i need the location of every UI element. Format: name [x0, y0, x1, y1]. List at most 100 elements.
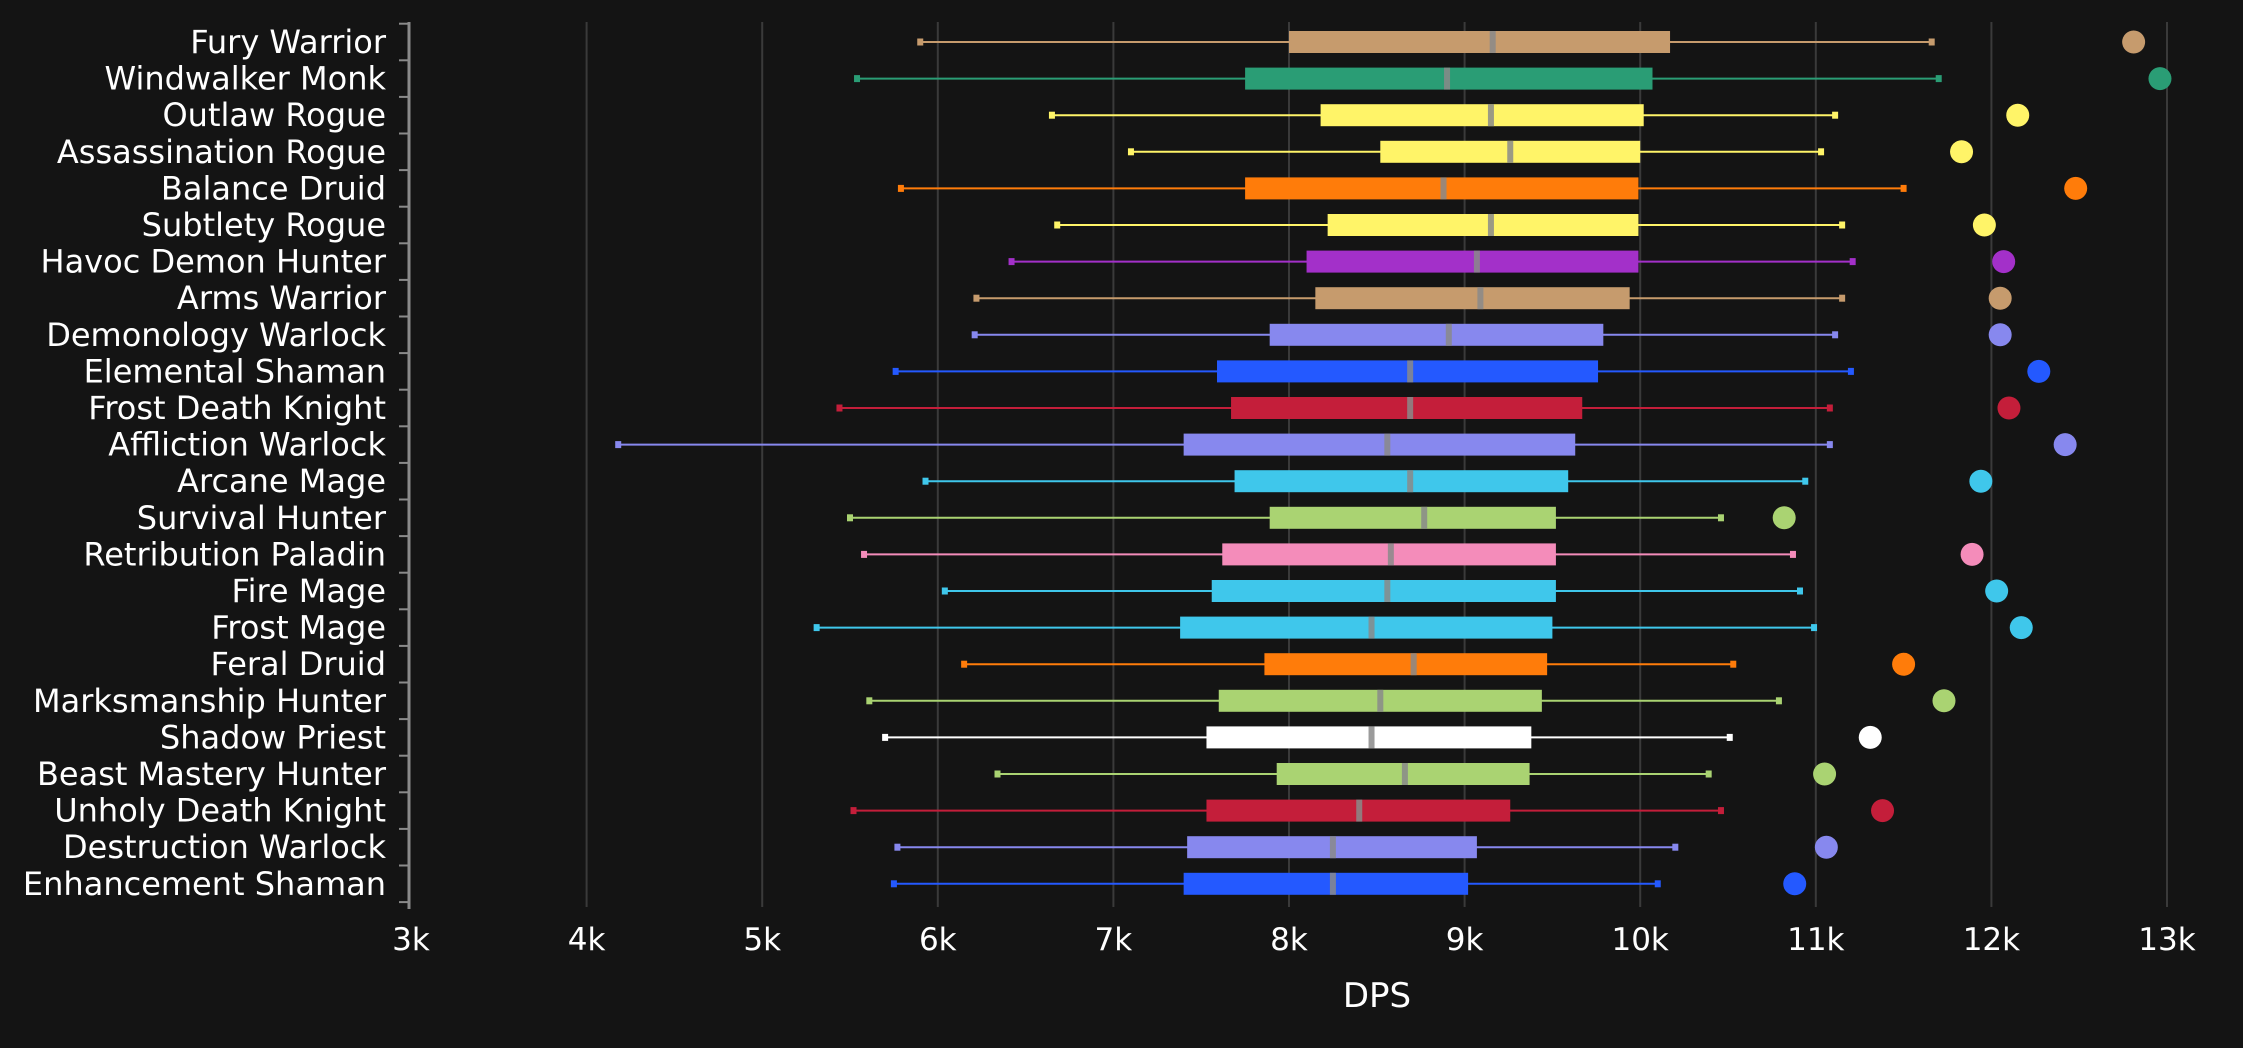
category-label: Fury Warrior	[190, 23, 387, 61]
whisker-max-cap	[1935, 75, 1942, 83]
whisker-max-cap	[1802, 477, 1809, 485]
outlier-point	[2009, 616, 2033, 640]
median-mark	[1421, 506, 1428, 529]
outlier-point	[1988, 286, 2012, 310]
whisker-max-cap	[1900, 184, 1907, 192]
outlier-point	[1997, 396, 2021, 420]
iqr-box	[1315, 287, 1630, 310]
category-label: Enhancement Shaman	[23, 865, 386, 903]
median-mark	[1407, 470, 1414, 493]
row-retribution-paladin: Retribution Paladin	[83, 535, 1984, 573]
median-mark	[1444, 67, 1451, 90]
category-label: Windwalker Monk	[105, 60, 387, 98]
iqr-box	[1306, 250, 1639, 273]
row-survival-hunter: Survival Hunter	[137, 499, 1796, 537]
median-mark	[1401, 763, 1408, 785]
whisker-min-cap	[1048, 111, 1055, 119]
whisker-min-cap	[892, 367, 899, 375]
category-label: Unholy Death Knight	[54, 792, 386, 830]
whisker-max-cap	[1847, 367, 1854, 375]
outlier-point	[2064, 176, 2088, 200]
whisker-min-cap	[1127, 148, 1134, 156]
category-label: Havoc Demon Hunter	[41, 243, 387, 281]
whisker-max-cap	[1717, 807, 1724, 815]
iqr-box	[1183, 433, 1576, 456]
whisker-min-cap	[890, 880, 897, 888]
median-mark	[1384, 580, 1391, 602]
whisker-max-cap	[1789, 550, 1796, 558]
median-mark	[1407, 360, 1414, 383]
x-tick-label: 11k	[1787, 922, 1844, 958]
whisker-min-cap	[971, 331, 978, 339]
category-label: Shadow Priest	[160, 718, 386, 756]
x-axis-label: DPS	[1343, 976, 1411, 1016]
outlier-point	[1950, 140, 1974, 164]
x-tick-label: 5k	[743, 922, 781, 958]
outlier-point	[1972, 213, 1996, 237]
outlier-point	[1960, 542, 1984, 566]
median-mark	[1473, 250, 1480, 273]
outlier-point	[1988, 323, 2012, 347]
median-mark	[1410, 653, 1417, 676]
iqr-box	[1211, 580, 1556, 602]
x-tick-label: 10k	[1611, 922, 1668, 958]
y-axis	[399, 22, 411, 909]
median-mark	[1487, 214, 1494, 236]
iqr-box	[1231, 397, 1583, 419]
whisker-min-cap	[922, 477, 929, 485]
row-affliction-warlock: Affliction Warlock	[108, 426, 2077, 464]
whisker-max-cap	[1839, 221, 1846, 229]
whisker-max-cap	[1775, 697, 1782, 705]
outlier-point	[2148, 67, 2172, 91]
whisker-max-cap	[1839, 294, 1846, 302]
iqr-box	[1183, 872, 1469, 895]
row-outlaw-rogue: Outlaw Rogue	[162, 96, 2030, 134]
outlier-point	[1985, 579, 2009, 603]
category-label: Beast Mastery Hunter	[37, 755, 387, 793]
whisker-min-cap	[897, 184, 904, 192]
whisker-min-cap	[917, 38, 924, 46]
whisker-min-cap	[813, 624, 820, 632]
x-tick-label: 7k	[1095, 922, 1133, 958]
category-label: Marksmanship Hunter	[33, 682, 387, 720]
whisker-max-cap	[1811, 624, 1818, 632]
x-tick-label: 8k	[1270, 922, 1308, 958]
category-label: Survival Hunter	[137, 499, 387, 537]
whisker-max-cap	[1654, 880, 1661, 888]
category-label: Demonology Warlock	[46, 316, 386, 354]
row-arms-warrior: Arms Warrior	[177, 279, 2012, 317]
outlier-point	[1813, 762, 1837, 786]
row-destruction-warlock: Destruction Warlock	[63, 828, 1838, 866]
outlier-point	[1814, 835, 1838, 859]
median-mark	[1384, 433, 1391, 456]
median-mark	[1387, 543, 1394, 566]
median-mark	[1377, 689, 1384, 712]
x-axis: 3k 4k 5k 6k 7k 8k 9k 10k 11k 12k 13k	[392, 922, 2196, 958]
category-label: Arms Warrior	[177, 279, 387, 317]
x-tick-label: 6k	[919, 922, 957, 958]
whisker-min-cap	[961, 660, 968, 668]
grid-lines	[585, 22, 2168, 907]
row-shadow-priest: Shadow Priest	[160, 718, 1882, 756]
whisker-min-cap	[1054, 221, 1061, 229]
outlier-point	[2122, 30, 2146, 54]
outlier-point	[1871, 799, 1895, 823]
category-label: Destruction Warlock	[63, 828, 386, 866]
iqr-box	[1320, 104, 1644, 127]
whisker-max-cap	[1928, 38, 1935, 46]
iqr-box	[1269, 506, 1556, 529]
whisker-max-cap	[1705, 770, 1712, 778]
whisker-min-cap	[615, 441, 622, 449]
iqr-box	[1269, 323, 1604, 346]
row-assassination-rogue: Assassination Rogue	[57, 133, 1974, 171]
whisker-min-cap	[941, 587, 948, 595]
outlier-point	[1932, 689, 1956, 713]
category-label: Feral Druid	[211, 645, 386, 683]
whisker-min-cap	[894, 843, 901, 851]
category-label: Frost Death Knight	[88, 389, 386, 427]
whisker-min-cap	[861, 550, 868, 558]
row-fury-warrior: Fury Warrior	[190, 23, 2146, 61]
whisker-max-cap	[1796, 587, 1803, 595]
outlier-point	[1772, 506, 1796, 530]
